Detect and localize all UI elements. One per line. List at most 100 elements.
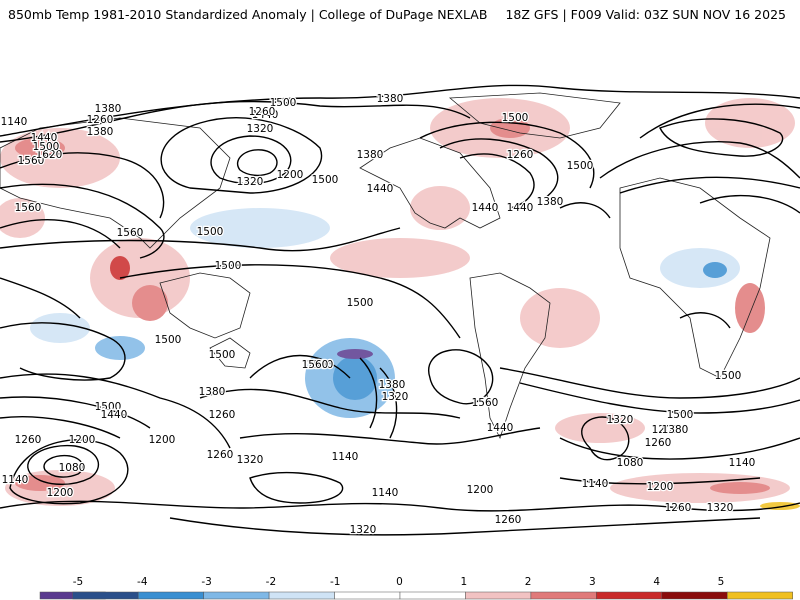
contour-label: 1140 xyxy=(372,487,399,499)
contour-label: 1140 xyxy=(2,474,29,486)
contour-label: 1440 xyxy=(472,202,499,214)
contour-label: 1500 xyxy=(715,370,742,382)
contour-label: 1380 xyxy=(662,424,689,436)
contour-label: 1260 xyxy=(507,149,534,161)
contour-label: 1500 xyxy=(667,409,694,421)
contour-label: 1140 xyxy=(1,116,28,128)
colorbar-tick-label: 3 xyxy=(589,576,596,588)
contour-label: 1440 xyxy=(507,202,534,214)
colorbar-swatch xyxy=(661,591,728,600)
contour-label: 1500 xyxy=(307,359,334,371)
contour-label: 1440 xyxy=(101,409,128,421)
colorbar-tick-label: -2 xyxy=(266,576,276,588)
contour-label: 1380 xyxy=(95,103,122,115)
contour-label: 1260 xyxy=(15,434,42,446)
contour-label: 1500 xyxy=(197,226,224,238)
colorbar-swatch xyxy=(334,591,401,600)
contour-label: 1260 xyxy=(645,437,672,449)
contour-label: 1200 xyxy=(467,484,494,496)
contour-label: 1320 xyxy=(350,524,377,536)
contour-label: 1200 xyxy=(277,169,304,181)
header-bar: 850mb Temp 1981-2010 Standardized Anomal… xyxy=(0,0,800,30)
colorbar-svg: -5 -4 -3 -2 -1 0 1 2 3 4 5 xyxy=(39,576,793,600)
contour-label: 1440 xyxy=(31,132,58,144)
colorbar-swatch xyxy=(465,591,532,600)
contour-label: 1080 xyxy=(59,462,86,474)
contour-label: 1560 xyxy=(15,202,42,214)
colorbar-tick-label: -1 xyxy=(330,576,340,588)
colorbar-swatch xyxy=(137,591,204,600)
contour-label: 1200 xyxy=(47,487,74,499)
colorbar-swatch xyxy=(530,591,597,600)
contour-label: 1380 xyxy=(537,196,564,208)
contour-label: 1380 xyxy=(377,93,404,105)
colorbar-tick-labels: -5 -4 -3 -2 -1 0 1 2 3 4 5 xyxy=(73,576,725,588)
colorbar-tick-label: 4 xyxy=(653,576,660,588)
colorbar-swatches xyxy=(39,591,793,600)
colorbar-tick-label: 1 xyxy=(460,576,467,588)
contour-label: 1320 xyxy=(237,454,264,466)
colorbar-swatch xyxy=(727,591,793,600)
colorbar-swatch xyxy=(399,591,466,600)
colorbar-tick-label: -5 xyxy=(73,576,83,588)
contour-label: 1080 xyxy=(617,457,644,469)
contour-label: 1140 xyxy=(582,478,609,490)
contour-label: 1380 xyxy=(199,386,226,398)
contour-label: 1320 xyxy=(607,414,634,426)
contour-label: 1500 xyxy=(567,160,594,172)
model-run-info: 18Z GFS | F009 Valid: 03Z SUN NOV 16 202… xyxy=(505,7,786,22)
contour-label: 1320 xyxy=(237,176,264,188)
contour-label: 1320 xyxy=(707,502,734,514)
contour-label: 1320 xyxy=(247,123,274,135)
anomaly-map: 1440 15001380114012601440138015601620150… xyxy=(0,78,800,558)
colorbar-swatch xyxy=(596,591,663,600)
contour-label: 1500 xyxy=(209,349,236,361)
contour-label: 1500 xyxy=(312,174,339,186)
colorbar-tick-label: 0 xyxy=(396,576,403,588)
anomaly-shading xyxy=(0,98,800,510)
height-contours xyxy=(0,84,800,536)
contour-label: 1500 xyxy=(270,97,297,109)
contour-label: 1140 xyxy=(729,457,756,469)
contour-label: 1500 xyxy=(347,297,374,309)
contour-label: 1260 xyxy=(87,114,114,126)
contour-label: 1260 xyxy=(207,449,234,461)
colorbar-tick-label: -4 xyxy=(137,576,148,588)
contour-label: 1200 xyxy=(652,424,679,436)
contour-label: 1440 xyxy=(367,183,394,195)
contour-label: 1500 xyxy=(502,112,529,124)
colorbar-tick-label: 5 xyxy=(718,576,725,588)
chart-title: 850mb Temp 1981-2010 Standardized Anomal… xyxy=(8,7,488,22)
contour-label: 1320 xyxy=(382,391,409,403)
contour-label: 1560 xyxy=(302,359,329,371)
contour-label: 1140 xyxy=(332,451,359,463)
colorbar-tick-label: -3 xyxy=(201,576,211,588)
contour-label: 1200 xyxy=(69,434,96,446)
contour-label: 1380 xyxy=(379,379,406,391)
colorbar-swatch xyxy=(203,591,270,600)
colorbar: -5 -4 -3 -2 -1 0 1 2 3 4 5 xyxy=(0,566,800,600)
contour-label: 1500 xyxy=(155,334,182,346)
contour-label: 1200 xyxy=(647,481,674,493)
contour-label: 1560 xyxy=(18,155,45,167)
contour-label: 1500 xyxy=(95,401,122,413)
contour-label: 1440 xyxy=(487,422,514,434)
contour-label: 1440 xyxy=(252,109,279,121)
colorbar-tick-label: 2 xyxy=(525,576,532,588)
contour-label: 1200 xyxy=(149,434,176,446)
contour-label: 1500 xyxy=(33,141,60,153)
contour-label: 1500 xyxy=(215,260,242,272)
contour-label: 1380 xyxy=(87,126,114,138)
contour-label: 1620 xyxy=(36,149,63,161)
contour-label: 1260 xyxy=(665,502,692,514)
colorbar-swatch xyxy=(72,591,139,600)
contour-label: 1260 xyxy=(495,514,522,526)
colorbar-swatch xyxy=(268,591,335,600)
contour-label: 1260 xyxy=(209,409,236,421)
contour-label: 1260 xyxy=(249,106,276,118)
contour-label: 1560 xyxy=(472,397,499,409)
contour-label: 1560 xyxy=(117,227,144,239)
map-svg: 1440 15001380114012601440138015601620150… xyxy=(0,78,800,558)
contour-label: 1380 xyxy=(357,149,384,161)
